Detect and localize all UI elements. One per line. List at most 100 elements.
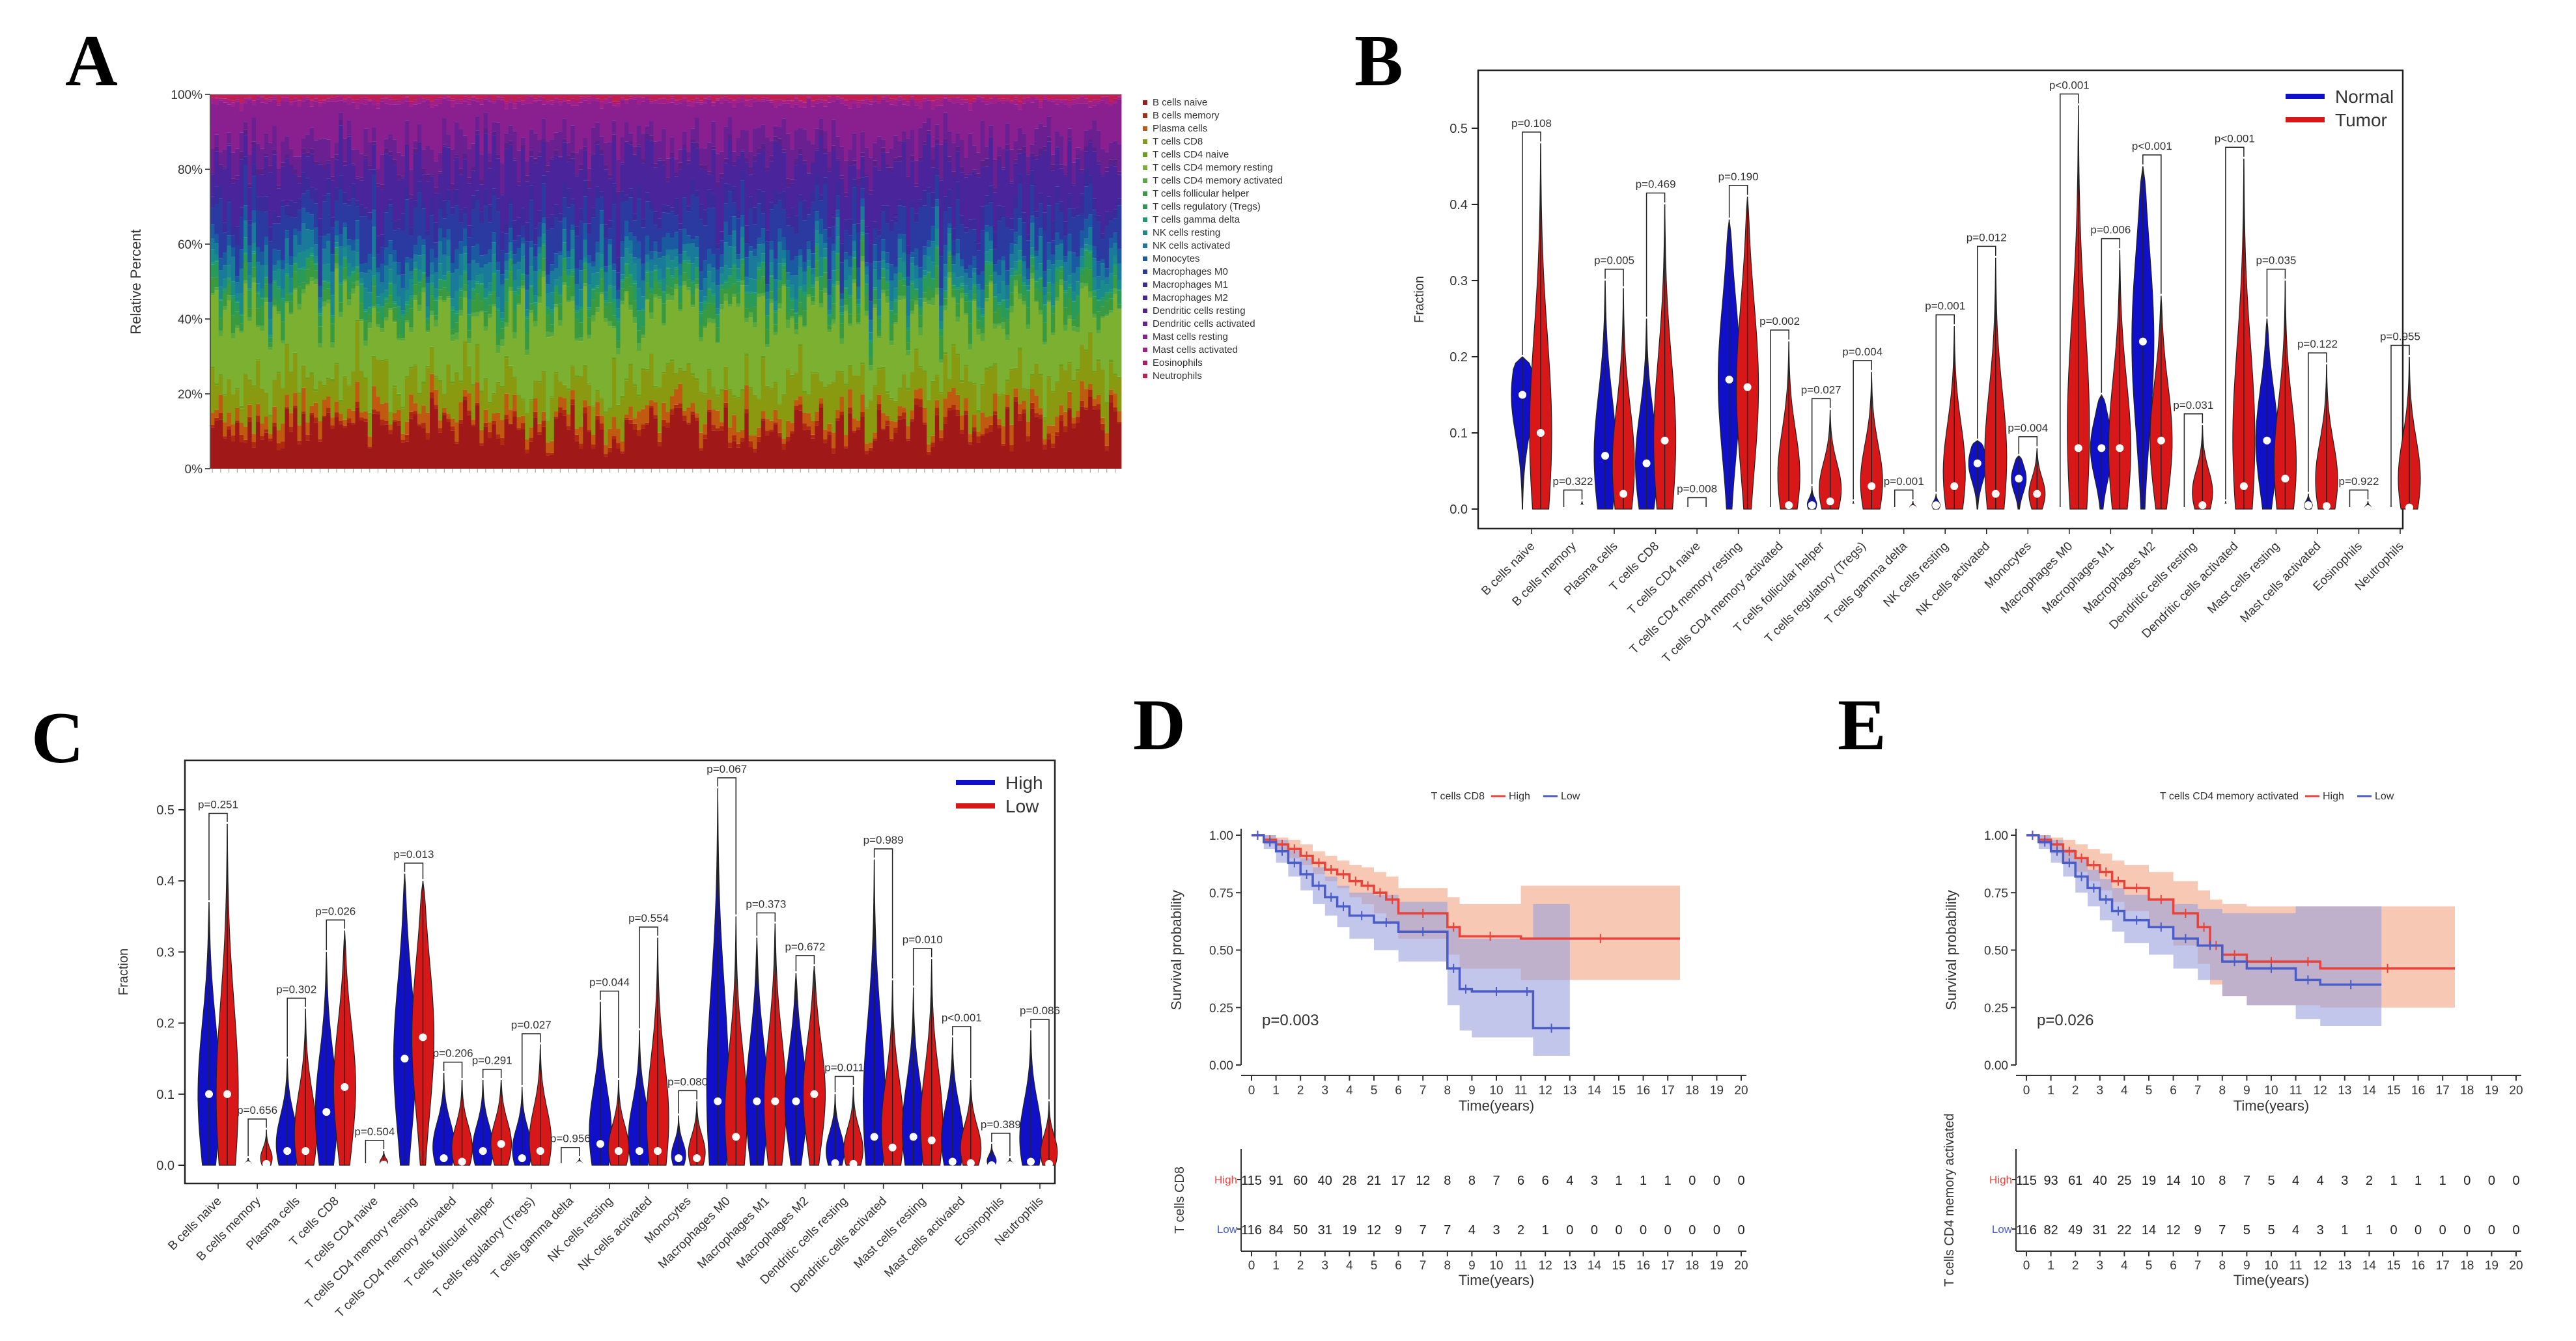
bar-segment — [326, 299, 331, 304]
stacked-bar — [392, 94, 397, 469]
bar-segment — [566, 270, 571, 275]
bar-segment — [500, 385, 505, 387]
bar-segment — [901, 299, 906, 374]
bar-segment — [897, 199, 903, 206]
bar-segment — [285, 97, 290, 102]
bar-segment — [943, 305, 948, 311]
bar-segment — [769, 241, 774, 250]
bar-segment — [864, 315, 869, 408]
bar-segment — [608, 408, 613, 409]
bar-segment — [761, 358, 766, 411]
bar-segment — [276, 188, 281, 217]
bar-segment — [910, 100, 915, 130]
bar-segment — [570, 269, 575, 271]
bar-segment — [711, 149, 716, 195]
bar-segment — [914, 350, 919, 390]
bar-segment — [823, 439, 828, 443]
bar-segment — [785, 178, 791, 187]
bar-segment — [632, 283, 637, 301]
bar-segment — [1088, 270, 1093, 292]
bar-segment — [533, 417, 538, 469]
bar-segment — [247, 380, 252, 405]
bar-segment — [400, 288, 406, 311]
bar-segment — [649, 141, 654, 202]
bar-segment — [392, 99, 397, 101]
bar-segment — [678, 169, 683, 224]
bar-segment — [943, 290, 948, 292]
bar-segment — [1026, 290, 1031, 308]
bar-segment — [404, 314, 410, 321]
bar-segment — [740, 215, 745, 227]
bar-segment — [537, 156, 542, 211]
bar-segment — [843, 288, 848, 299]
bar-segment — [268, 172, 273, 227]
bar-segment — [1059, 102, 1064, 137]
bar-segment — [723, 366, 729, 390]
bar-segment — [425, 324, 430, 331]
bar-segment — [247, 288, 252, 291]
bar-segment — [1080, 173, 1085, 194]
bar-segment — [951, 264, 957, 273]
bar-segment — [939, 391, 944, 394]
bar-segment — [293, 353, 298, 393]
bar-segment — [934, 228, 940, 246]
bar-segment — [620, 281, 625, 289]
bar-segment — [313, 189, 318, 204]
bar-segment — [504, 419, 509, 469]
bar-segment — [715, 243, 720, 249]
bar-segment — [686, 105, 692, 152]
bar-segment — [1088, 333, 1093, 384]
bar-segment — [960, 139, 964, 167]
stacked-bar — [1038, 94, 1043, 469]
bar-segment — [943, 264, 948, 277]
bar-segment — [980, 383, 985, 386]
bar-segment — [686, 100, 692, 102]
bar-segment — [839, 178, 845, 244]
bar-segment — [931, 192, 936, 208]
bar-segment — [893, 161, 899, 217]
bar-segment — [765, 100, 770, 137]
bar-segment — [574, 152, 580, 174]
bar-segment — [624, 221, 629, 237]
bar-segment — [769, 209, 774, 242]
bar-segment — [727, 102, 733, 117]
bar-segment — [955, 253, 960, 278]
bar-segment — [988, 262, 994, 264]
stacked-bar — [662, 94, 666, 469]
bar-segment — [367, 307, 372, 308]
bar-segment — [753, 292, 757, 294]
bar-segment — [927, 286, 931, 301]
bar-segment — [305, 152, 311, 157]
bar-segment — [910, 161, 915, 201]
bar-segment — [918, 277, 923, 299]
bar-segment — [1018, 404, 1022, 414]
bar-segment — [276, 102, 281, 104]
bar-segment — [1096, 299, 1101, 301]
bar-segment — [931, 382, 936, 436]
bar-segment — [649, 406, 654, 408]
bar-segment — [765, 292, 770, 299]
bar-segment — [1080, 169, 1085, 173]
bar-segment — [455, 205, 459, 249]
bar-segment — [695, 98, 699, 103]
bar-segment — [765, 316, 770, 329]
stacked-bar — [1026, 94, 1031, 469]
bar-segment — [404, 257, 410, 263]
bar-segment — [326, 94, 331, 98]
bar-segment — [711, 121, 716, 147]
bar-segment — [1030, 257, 1035, 266]
bar-segment — [988, 249, 994, 262]
bar-segment — [301, 153, 306, 173]
bar-segment — [1018, 299, 1022, 348]
bar-segment — [504, 358, 509, 394]
bar-segment — [574, 428, 580, 435]
bar-segment — [910, 419, 915, 422]
bar-segment — [757, 280, 762, 294]
bar-segment — [355, 321, 360, 382]
bar-segment — [988, 186, 994, 203]
bar-segment — [442, 97, 447, 99]
bar-segment — [508, 271, 513, 287]
bar-segment — [1080, 400, 1085, 407]
bar-segment — [231, 100, 236, 103]
bar-segment — [972, 268, 977, 273]
